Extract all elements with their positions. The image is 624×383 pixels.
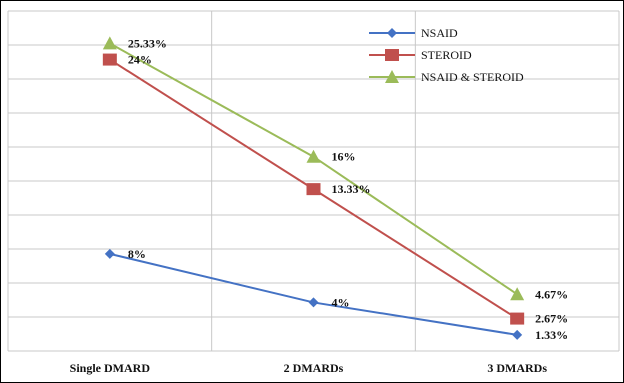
point-marker (512, 329, 523, 340)
point-marker (510, 312, 525, 325)
legend-label: NSAID (421, 26, 458, 40)
x-tick-label: 3 DMARDs (487, 361, 547, 375)
point-marker (306, 149, 321, 163)
point-marker (385, 70, 399, 83)
grid (7, 10, 620, 352)
x-tick-label: 2 DMARDs (284, 361, 344, 375)
series-markers (102, 36, 525, 340)
point-marker (102, 53, 117, 66)
data-label: 1.33% (535, 328, 568, 342)
point-marker (102, 36, 117, 50)
data-label: 16% (332, 150, 356, 164)
point-marker (306, 183, 321, 196)
series-line (109, 252, 518, 336)
legend-label: STEROID (421, 48, 472, 62)
data-label: 4% (332, 295, 350, 309)
data-label: 2.67% (535, 312, 568, 326)
x-tick-label: Single DMARD (70, 361, 151, 375)
point-marker (104, 248, 115, 259)
legend: NSAID STEROID NSAID & STEROID (369, 26, 524, 84)
point-marker (385, 49, 399, 61)
point-marker (510, 287, 525, 301)
x-axis-ticks: Single DMARD 2 DMARDs 3 DMARDs (70, 361, 548, 375)
data-label: 8% (128, 247, 146, 261)
data-label: 25.33% (128, 36, 167, 50)
data-label: 24% (128, 53, 152, 67)
data-label: 4.67% (535, 287, 568, 301)
point-marker (308, 297, 319, 308)
data-label: 13.33% (332, 182, 371, 196)
legend-label: NSAID & STEROID (421, 70, 524, 84)
point-marker (387, 28, 397, 38)
data-labels: 8% 4% 1.33% 24% 13.33% 2.67% 25.33% 16% 4.67% (128, 36, 568, 341)
